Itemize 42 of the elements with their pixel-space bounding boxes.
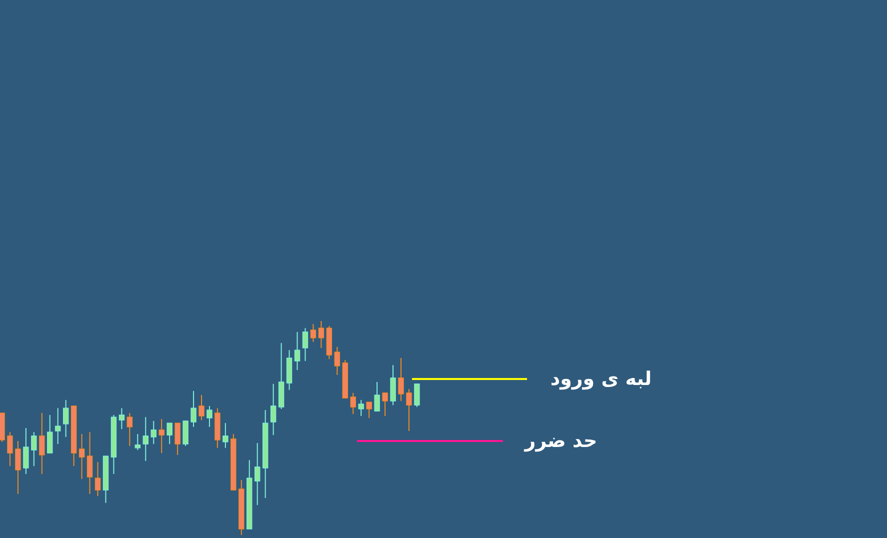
candlestick [150,420,156,445]
candlestick [374,381,380,412]
candlestick [254,442,260,506]
candlestick [174,422,180,456]
candlestick [142,416,148,462]
candlestick [55,408,61,445]
candlestick [182,420,188,446]
candlestick [94,462,101,497]
candlestick [334,346,340,376]
candlestick [7,432,13,467]
candlestick [222,422,228,448]
candlestick [270,383,276,436]
candlestick [47,414,53,454]
candlestick [134,433,141,451]
candlestick [310,323,316,342]
candlestick [390,364,396,406]
candlestick [62,399,69,438]
candlestick [398,358,404,402]
candlestick [206,405,212,428]
candlestick [190,390,196,428]
candlestick [350,392,356,415]
candlestick [198,394,204,421]
candlestick [78,433,85,480]
candlestick [358,399,364,417]
candlestick [158,418,164,454]
candlestick [414,383,420,408]
candlestick [23,428,29,475]
candlestick [118,408,125,430]
candlestick [31,432,37,467]
candlestick [294,331,300,371]
candlestick [86,432,93,494]
candlestick [302,328,308,362]
ref-line-label: حد ضرر [524,430,598,452]
candlestick [406,388,412,432]
candlestick [318,320,324,348]
ref-line-label: لبه ی ورود [550,368,652,390]
candlestick [39,412,45,475]
candlestick [126,412,133,446]
candlestick [15,440,21,494]
candlestick [382,392,388,417]
candlestick [366,402,372,418]
candlestick [166,422,172,445]
